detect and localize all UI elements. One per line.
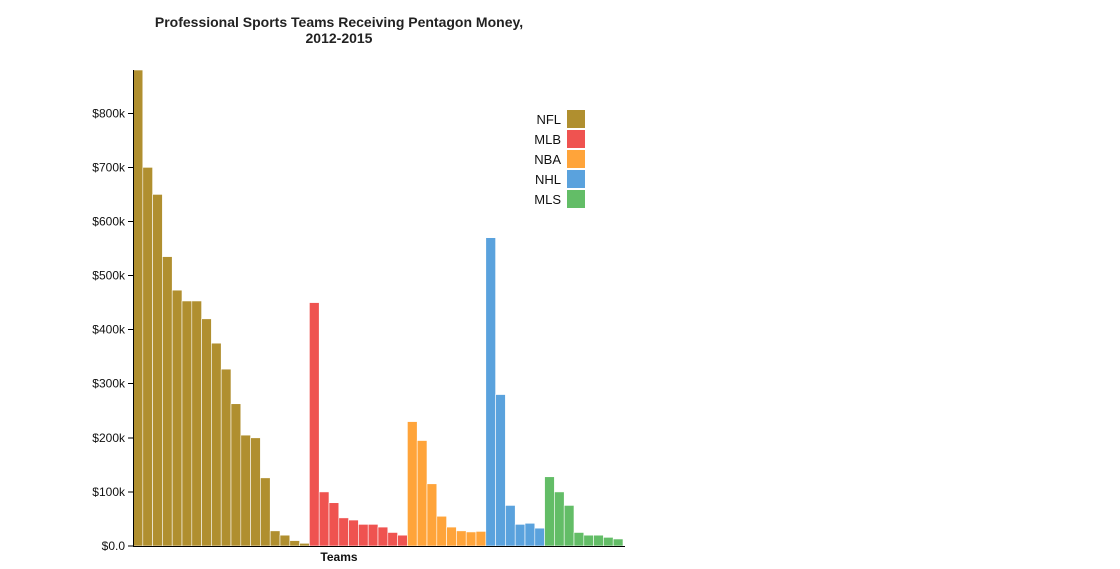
- legend: NFL MLB NBA NHL MLS: [534, 110, 585, 208]
- x-axis-label: Teams: [320, 550, 357, 564]
- bar-nfl: [211, 342, 222, 547]
- bar-nfl: [250, 437, 261, 547]
- bar-nfl: [220, 368, 232, 547]
- legend-swatch-nfl: [567, 110, 585, 128]
- y-tick-label: $300k: [92, 377, 126, 391]
- bar-nba: [475, 531, 487, 547]
- bar-mlb: [348, 519, 359, 547]
- bar-mlb: [397, 534, 408, 547]
- bar-nfl: [299, 542, 310, 547]
- bar-mlb: [309, 302, 320, 547]
- bar-mlb: [377, 526, 389, 547]
- bar-nfl: [240, 434, 251, 547]
- legend-swatch-nba: [567, 150, 585, 168]
- bar-nba: [446, 526, 457, 547]
- bar-mls: [544, 476, 555, 547]
- legend-swatch-mls: [567, 190, 585, 208]
- bar-mls: [583, 534, 594, 547]
- legend-label-nhl: NHL: [535, 172, 561, 187]
- legend-label-nfl: NFL: [536, 112, 561, 127]
- legend-label-mls: MLS: [534, 192, 561, 207]
- bar-nfl: [269, 530, 281, 547]
- bar-nba: [426, 483, 438, 547]
- x-axis: Teams: [133, 546, 625, 564]
- y-tick-label: $0.0: [102, 539, 126, 553]
- bar-nfl: [201, 318, 212, 547]
- bar-mlb: [338, 517, 349, 547]
- legend-label-nba: NBA: [534, 152, 561, 167]
- bar-nfl: [132, 69, 144, 547]
- y-tick-label: $200k: [92, 431, 126, 445]
- bar-nfl: [152, 194, 163, 547]
- chart-title-line: Professional Sports Teams Receiving Pent…: [155, 14, 523, 30]
- bar-mlb: [318, 491, 330, 547]
- bar-nfl: [162, 256, 173, 547]
- y-tick-label: $800k: [92, 106, 126, 120]
- bar-mlb: [367, 524, 379, 547]
- bar-mlb: [387, 532, 398, 547]
- y-tick-label: $500k: [92, 269, 126, 283]
- legend-label-mlb: MLB: [534, 132, 561, 147]
- bar-mls: [573, 532, 585, 547]
- bar-nfl: [230, 403, 242, 547]
- bar-mls: [563, 505, 575, 547]
- bar-nhl: [505, 505, 516, 547]
- bar-nfl: [171, 289, 183, 547]
- bar-nfl: [279, 534, 291, 547]
- y-tick-label: $700k: [92, 160, 126, 174]
- bar-nba: [436, 515, 447, 547]
- bar-mls: [612, 538, 624, 547]
- bars: [132, 69, 624, 547]
- bar-mlb: [358, 524, 369, 547]
- bar-nba: [465, 531, 477, 547]
- bar-nhl: [495, 394, 506, 547]
- bar-nfl: [181, 300, 193, 547]
- y-tick-label: $100k: [92, 485, 126, 499]
- bar-nhl: [524, 522, 536, 547]
- bar-nhl: [534, 527, 545, 547]
- bar-mlb: [328, 502, 340, 547]
- bar-mls: [593, 534, 604, 547]
- bar-nba: [456, 530, 467, 547]
- y-tick-label: $400k: [92, 323, 126, 337]
- bar-nfl: [191, 300, 202, 547]
- legend-swatch-mlb: [567, 130, 585, 148]
- bar-nhl: [514, 524, 526, 547]
- legend-swatch-nhl: [567, 170, 585, 188]
- y-axis: $0.0 $100k $200k $300k $400k $500k $600k $700k $…: [92, 70, 134, 553]
- bar-nba: [416, 440, 428, 547]
- chart-title-line: 2012-2015: [306, 30, 373, 46]
- bar-nhl: [485, 237, 496, 547]
- bar-nfl: [260, 477, 271, 547]
- bar-nba: [407, 421, 418, 547]
- bar-nfl: [142, 167, 153, 547]
- bar-nfl: [289, 540, 300, 547]
- bar-mls: [554, 491, 565, 547]
- chart-title: Professional Sports Teams Receiving Pent…: [155, 14, 523, 46]
- y-tick-label: $600k: [92, 214, 126, 228]
- bar-mls: [603, 537, 614, 547]
